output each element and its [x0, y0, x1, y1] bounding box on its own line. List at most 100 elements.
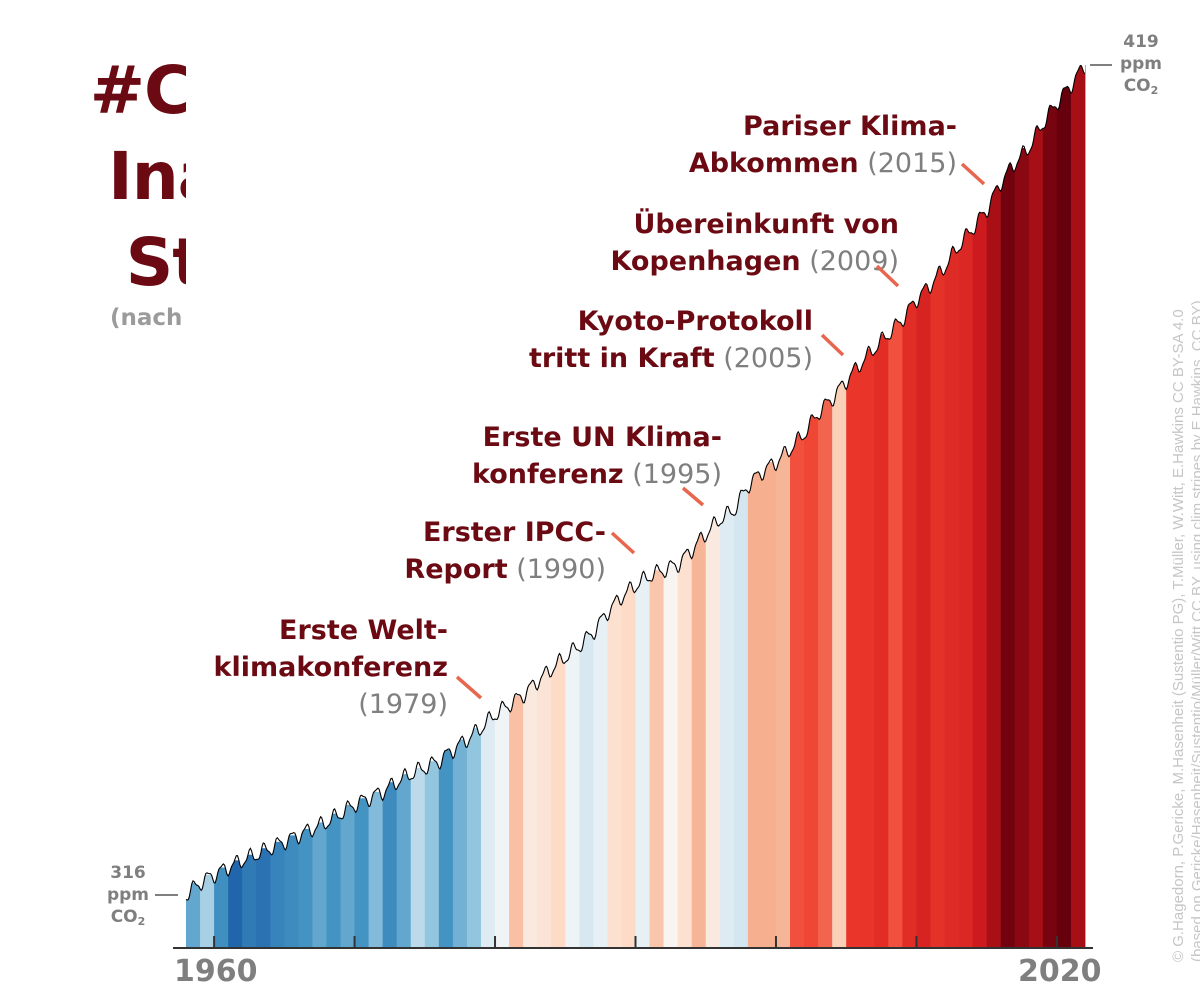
annotation-1979-year-label: (1979)	[358, 689, 448, 720]
annotation-2015-line-2: Abkommen (2015)	[689, 148, 957, 179]
stripe-1963	[256, 848, 271, 948]
stripe-2016	[1000, 163, 1016, 948]
stripe-1990	[635, 575, 650, 948]
annotation-1979-line-1: Erste Welt-	[279, 615, 448, 646]
annotation-2009-line-2: Kopenhagen (2009)	[610, 246, 899, 277]
stripe-1987	[593, 612, 608, 948]
stripe-1978	[466, 728, 482, 948]
stripe-1993	[677, 550, 693, 948]
annotation-1990-line-1: Erster IPCC-	[423, 517, 606, 548]
annotation-2009-line-2-text: Kopenhagen	[610, 246, 800, 277]
stripe-1968	[326, 813, 341, 948]
co2-end-unit: ppm	[1119, 54, 1163, 74]
stripe-1965	[284, 835, 299, 948]
annotation-1979-line-3: (1979)	[358, 689, 448, 720]
co2-end-value: 419	[1123, 32, 1159, 52]
x-tick-label-1960: 1960	[174, 954, 258, 989]
stripe-1960	[214, 867, 229, 948]
x-tick-label-2020: 2020	[1018, 954, 1102, 989]
annotation-1979-leader	[455, 675, 483, 700]
stripe-1967	[312, 822, 327, 948]
sky-mask	[186, 0, 1085, 901]
annotation-2015-line-2-text: Abkommen	[689, 148, 859, 179]
stripe-2009	[902, 299, 917, 948]
annotation-1990-spacer	[508, 554, 517, 585]
stripe-2007	[874, 334, 889, 948]
co2-end-gas-sub: 2	[1150, 84, 1159, 97]
stripe-1979	[480, 714, 496, 948]
stripe-2012	[944, 246, 959, 948]
stripe-1991	[649, 570, 664, 948]
stripe-1969	[340, 804, 355, 948]
stripe-1999	[761, 462, 777, 948]
stripe-1994	[691, 533, 707, 948]
credits-line-2: (based on Gericke/Hasenheit/Sustentio/Mü…	[1189, 300, 1200, 962]
co2-end-gas-text: CO	[1123, 76, 1151, 96]
stripe-1998	[747, 471, 763, 948]
annotation-2015-line-1: Pariser Klima-	[743, 111, 957, 142]
stripe-1975	[424, 761, 440, 948]
stripe-1980	[495, 704, 510, 948]
stripe-1995	[705, 519, 721, 948]
co2-start-unit: ppm	[106, 885, 150, 905]
stripe-1983	[537, 669, 552, 948]
stripe-2000	[775, 449, 791, 948]
co2-start-gas: CO2	[93, 906, 163, 933]
stripe-1974	[410, 767, 426, 948]
co2-curve-line	[185, 64, 1086, 901]
co2-start-value: 316	[110, 863, 146, 883]
stripe-1984	[551, 657, 566, 948]
stripe-1973	[396, 774, 412, 948]
stripe-2008	[888, 319, 903, 948]
annotation-1979-line-2: klimakonferenz	[214, 652, 448, 683]
annotation-1990-year-label: (1990)	[516, 554, 606, 585]
annotation-1990-line-1-text: Erster IPCC-	[423, 517, 606, 548]
annotation-2005-spacer	[715, 343, 724, 374]
stripe-1989	[621, 585, 636, 948]
stripe-1988	[607, 596, 622, 948]
stripe-1972	[382, 782, 398, 948]
credits-line-1: © G.Hagedorn, P.Gericke, M.Hasenheit (Su…	[1170, 309, 1187, 962]
stripe-1971	[368, 791, 384, 948]
annotation-2005-leader	[820, 333, 845, 357]
annotation-2005-year-label: (2005)	[723, 343, 813, 374]
stripe-1958	[186, 882, 201, 948]
annotation-1990-leader	[610, 531, 636, 555]
annotation-1995-line-2-text: konferenz	[472, 459, 624, 490]
stripe-1962	[242, 854, 257, 948]
annotation-2015-line-1-text: Pariser Klima-	[743, 111, 957, 142]
stripe-1959	[200, 874, 215, 948]
stripe-2010	[916, 284, 931, 948]
stripe-1977	[452, 739, 468, 948]
co2-start-gas-text: CO	[110, 907, 138, 927]
stripe-2003	[818, 398, 833, 948]
stripe-2018	[1028, 123, 1044, 948]
annotation-1979-line-1-text: Erste Welt-	[279, 615, 448, 646]
stripe-1970	[354, 798, 370, 948]
stripe-1997	[733, 485, 749, 948]
co2-start-gas-sub: 2	[137, 915, 146, 928]
stripe-1976	[438, 749, 454, 948]
stripe-2013	[958, 228, 974, 948]
annotation-2015-spacer	[859, 148, 868, 179]
stripe-2020	[1056, 85, 1072, 948]
stripe-1981	[509, 695, 524, 948]
annotation-2009-spacer	[801, 246, 810, 277]
stripe-2004	[832, 380, 847, 948]
co2-end-label: 419 ppm CO2	[1106, 31, 1176, 102]
credits: © G.Hagedorn, P.Gericke, M.Hasenheit (Su…	[1169, 300, 1200, 962]
annotation-2005-line-2-text: tritt in Kraft	[529, 343, 715, 374]
stripe-2006	[860, 348, 875, 948]
co2-start-label: 316 ppm CO2	[93, 862, 163, 933]
stripe-2005	[846, 363, 861, 949]
stripe-2021	[1070, 65, 1086, 948]
stripe-1996	[719, 510, 735, 948]
annotation-1979-line-2-text: klimakonferenz	[214, 652, 448, 683]
stripe-1985	[565, 646, 580, 948]
annotation-1990-line-2-text: Report	[404, 554, 507, 585]
annotation-1995-line-1-text: Erste UN Klima-	[483, 422, 722, 453]
stripe-1966	[298, 828, 313, 948]
annotation-1995-line-2: konferenz (1995)	[472, 459, 722, 490]
annotation-1995-leader	[681, 486, 705, 507]
